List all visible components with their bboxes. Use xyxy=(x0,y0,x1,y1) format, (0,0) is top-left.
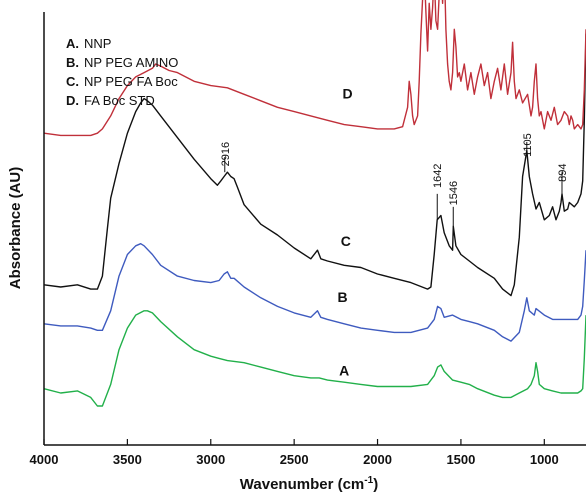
legend-key: C. xyxy=(66,74,79,89)
x-tick-label-2500: 2500 xyxy=(280,452,309,467)
plot-lines xyxy=(43,0,586,407)
legend-entry-b: B. NP PEG AMINO xyxy=(66,55,178,70)
peak-label-1546: 1546 xyxy=(448,181,460,205)
peak-annotations: 2916 1642 1546 1105 894 xyxy=(220,133,569,227)
legend-text: NP PEG AMINO xyxy=(84,55,178,70)
series-line-a xyxy=(43,310,586,407)
curve-label-a: A xyxy=(339,363,349,379)
y-axis-title: Absorbance (AU) xyxy=(7,167,24,290)
legend-text: FA Boc STD xyxy=(84,93,155,108)
peak-label-1105: 1105 xyxy=(522,133,534,157)
peak-label-2916: 2916 xyxy=(220,142,232,166)
series-line-d xyxy=(43,0,586,137)
peak-label-894: 894 xyxy=(557,164,569,182)
x-ticks: 4000 3500 3000 2500 2000 1500 1000 xyxy=(30,439,559,467)
curve-label-d: D xyxy=(342,86,352,102)
series-line-b xyxy=(43,242,586,342)
x-tick-label-2000: 2000 xyxy=(363,452,392,467)
x-axis-title-close: ) xyxy=(373,476,378,493)
x-tick-label-3000: 3000 xyxy=(196,452,225,467)
x-axis-title-main: Wavenumber (cm xyxy=(240,476,364,493)
legend-entry-a: A. NNP xyxy=(66,36,111,51)
legend-key: B. xyxy=(66,55,79,70)
legend: A. NNP B. NP PEG AMINO C. NP PEG FA Boc D. FA B… xyxy=(66,36,178,108)
legend-text: NP PEG FA Boc xyxy=(84,74,178,89)
curve-labels: A B C D xyxy=(337,86,352,379)
x-tick-label-3500: 3500 xyxy=(113,452,142,467)
x-axis-title: Wavenumber (cm-1) xyxy=(240,475,378,493)
legend-entry-c: C. NP PEG FA Boc xyxy=(66,74,178,89)
series-line-c xyxy=(43,33,586,297)
x-tick-label-1500: 1500 xyxy=(446,452,475,467)
legend-text: NNP xyxy=(84,36,111,51)
x-tick-label-1000: 1000 xyxy=(530,452,559,467)
peak-label-1642: 1642 xyxy=(432,164,444,188)
x-axis-title-sup: -1 xyxy=(364,475,373,486)
curve-label-c: C xyxy=(341,233,351,249)
curve-label-b: B xyxy=(337,289,347,305)
legend-key: D. xyxy=(66,93,79,108)
legend-key: A. xyxy=(66,36,79,51)
legend-entry-d: D. FA Boc STD xyxy=(66,93,155,108)
x-tick-label-4000: 4000 xyxy=(30,452,59,467)
